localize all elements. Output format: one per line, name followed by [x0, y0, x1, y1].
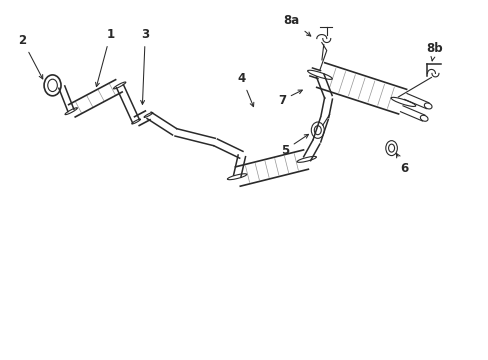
Text: 8b: 8b	[425, 42, 442, 61]
Text: 2: 2	[19, 34, 42, 79]
Text: 1: 1	[95, 28, 114, 86]
Text: 7: 7	[277, 90, 302, 107]
Text: 5: 5	[280, 134, 308, 157]
Text: 4: 4	[237, 72, 253, 107]
Text: 6: 6	[396, 154, 408, 175]
Text: 3: 3	[141, 28, 149, 104]
Text: 8a: 8a	[283, 14, 310, 36]
